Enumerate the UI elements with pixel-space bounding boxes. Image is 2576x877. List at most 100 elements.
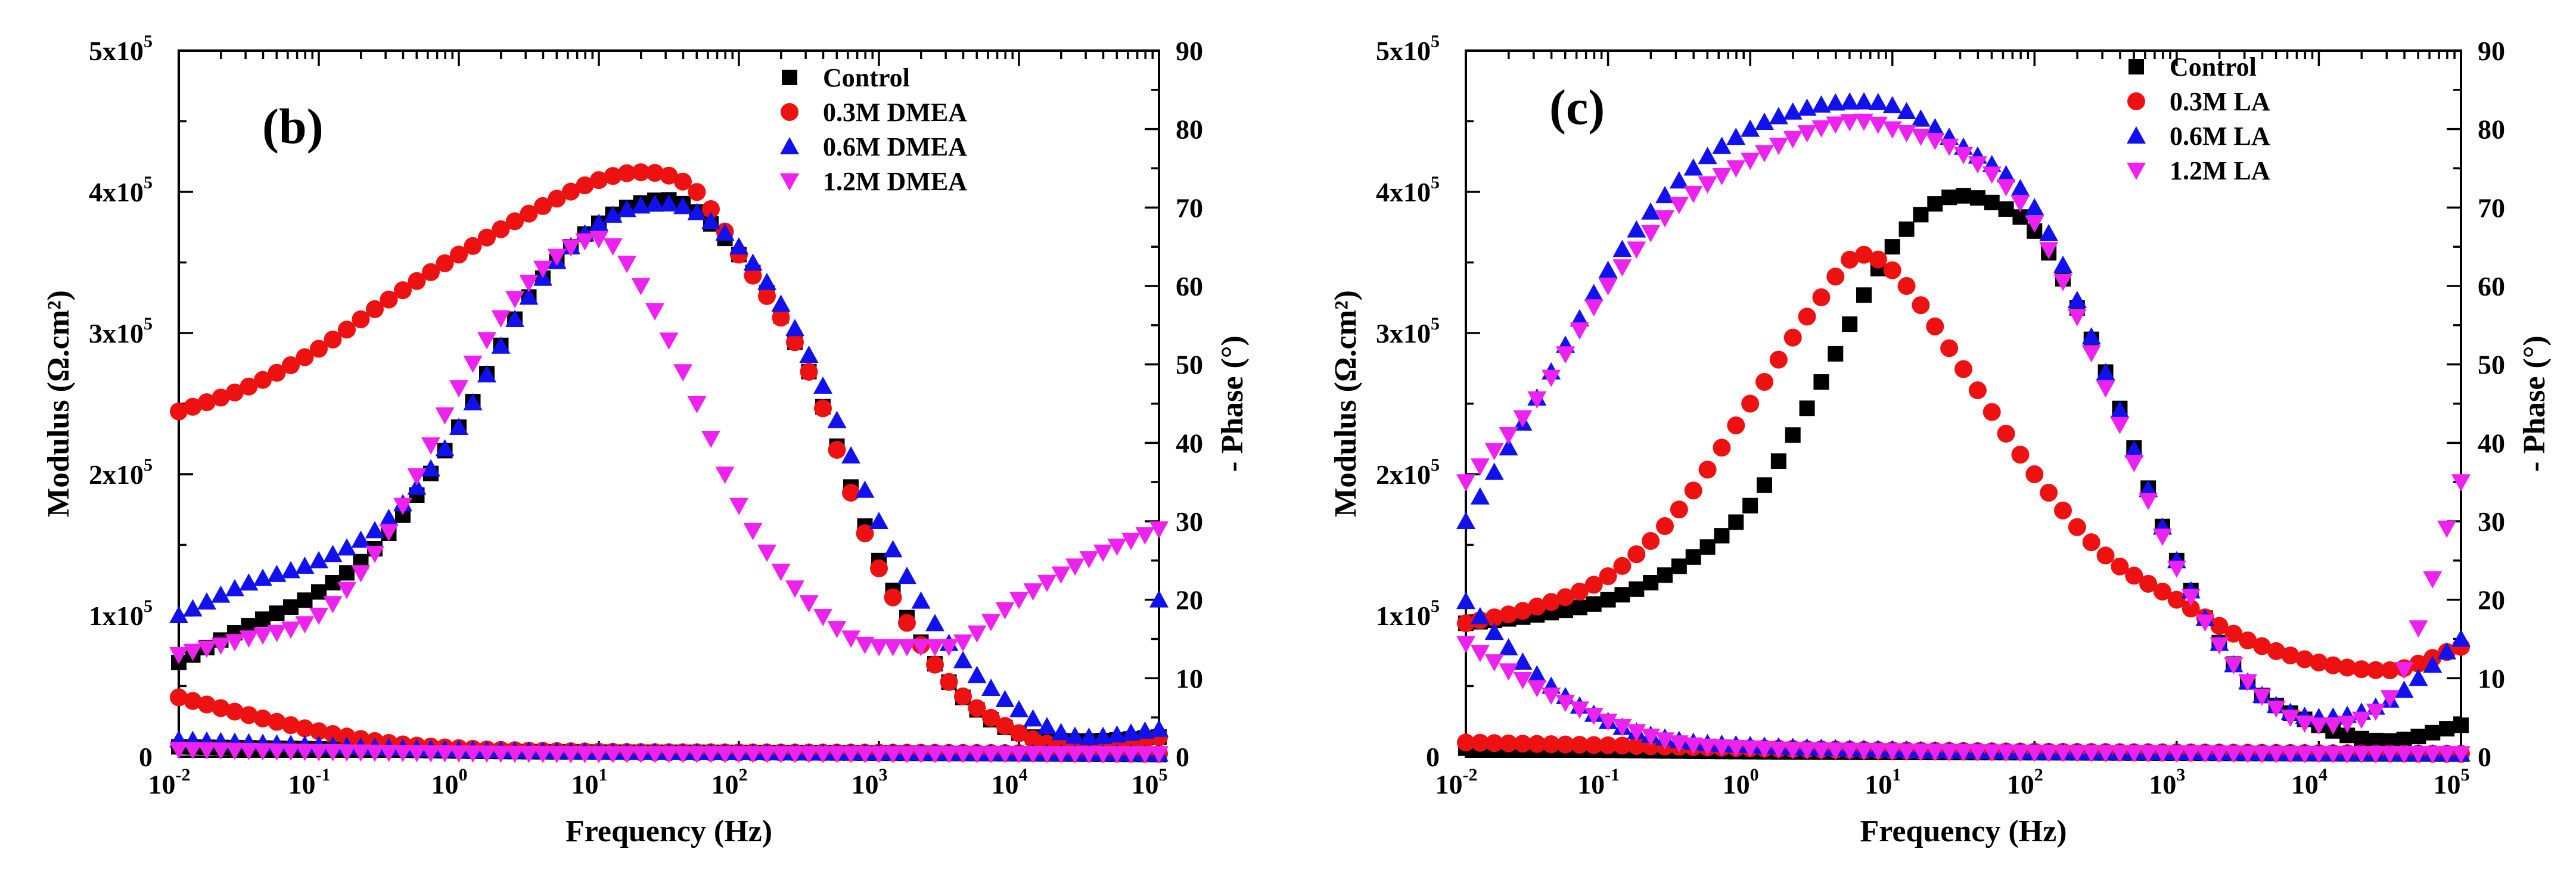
phase-point [646, 164, 664, 182]
phase-point [1556, 346, 1575, 364]
modulus-point [1755, 741, 1774, 758]
phase-point [1669, 197, 1689, 214]
phase-point [1969, 190, 1985, 206]
modulus-point [1584, 736, 1603, 754]
y-right-axis-title: - Phase (°) [2518, 335, 2552, 472]
phase-point [1954, 147, 1973, 164]
modulus-point [338, 727, 356, 746]
modulus-point [1584, 707, 1604, 725]
modulus-point [2025, 744, 2044, 762]
modulus-point [897, 746, 916, 764]
phase-point [1484, 462, 1504, 480]
legend-label: 0.3M DMEA [823, 98, 967, 127]
phase-point [520, 204, 538, 223]
modulus-point [282, 716, 300, 735]
phase-point [239, 573, 259, 591]
phase-point [1785, 427, 1801, 443]
phase-point [2111, 557, 2129, 576]
modulus-point [883, 746, 903, 764]
modulus-point [1741, 740, 1760, 758]
phase-point [380, 290, 398, 309]
modulus-point [267, 743, 287, 761]
phase-point [590, 171, 608, 189]
phase-point [267, 564, 287, 582]
phase-point [1713, 438, 1731, 457]
modulus-point [281, 744, 300, 761]
phase-point [1728, 514, 1744, 530]
phase-point [1712, 168, 1732, 186]
phase-point [785, 580, 804, 598]
phase-point [491, 336, 511, 354]
phase-point [870, 559, 888, 577]
y-right-tick-label: 30 [1176, 506, 1203, 537]
phase-point [366, 300, 384, 318]
phase-point [281, 621, 300, 639]
phase-point [1051, 723, 1071, 741]
phase-point [1149, 590, 1169, 608]
modulus-point [1484, 654, 1504, 672]
modulus-point [2053, 745, 2072, 763]
phase-point [2011, 195, 2030, 213]
modulus-point [1135, 746, 1155, 764]
phase-point [1614, 587, 1630, 603]
phase-point [1037, 574, 1056, 592]
phase-point [1797, 125, 1817, 143]
y-left-tick-label: 5x105 [1376, 32, 1440, 66]
modulus-point [1037, 746, 1056, 764]
x-tick-label: 10-2 [148, 765, 191, 800]
modulus-point [295, 744, 315, 761]
phase-point [2053, 273, 2072, 291]
modulus-point [1023, 746, 1043, 764]
modulus-point [911, 746, 931, 764]
phase-point [869, 512, 888, 529]
x-tick-label: 102 [711, 765, 748, 800]
phase-point [925, 639, 944, 657]
modulus-point [589, 746, 608, 764]
phase-point [855, 636, 875, 654]
modulus-point [519, 745, 539, 763]
phase-point [1598, 278, 1618, 296]
modulus-point [1854, 742, 1873, 760]
phase-point [1627, 220, 1646, 238]
phase-point [1023, 583, 1043, 601]
modulus-point [254, 709, 272, 727]
legend-marker [2127, 92, 2145, 110]
phase-point [295, 556, 315, 574]
panel-label-b: (b) [262, 99, 324, 154]
phase-point [169, 646, 188, 664]
modulus-point [673, 746, 692, 764]
modulus-point [645, 746, 664, 764]
phase-point [1913, 207, 1929, 223]
phase-point [603, 205, 623, 223]
phase-point [869, 639, 888, 657]
modulus-point [225, 742, 244, 760]
phase-point [1741, 394, 1760, 413]
phase-point [1755, 112, 1774, 130]
phase-point [1882, 121, 1902, 139]
x-tick-label: 104 [2291, 765, 2328, 800]
legend: Control 0.3M LA 0.6M LA 1.2M LA [2127, 52, 2270, 185]
phase-point [240, 377, 258, 396]
modulus-point [310, 722, 328, 741]
modulus-point [351, 744, 371, 762]
phase-point [799, 595, 819, 613]
phase-point [659, 332, 679, 350]
phase-point [618, 164, 636, 182]
modulus-point [324, 724, 342, 743]
phase-point [632, 163, 650, 182]
modulus-point [1655, 732, 1674, 750]
phase-point [1612, 240, 1632, 257]
phase-point [926, 655, 944, 674]
phase-point [1883, 261, 1901, 279]
modulus-point [184, 692, 202, 710]
phase-point [981, 614, 1000, 632]
modulus-point [1613, 736, 1632, 755]
phase-point [2353, 660, 2370, 679]
y-left-tick-label: 3x105 [1376, 314, 1440, 349]
phase-point [841, 630, 860, 648]
modulus-point [869, 746, 888, 764]
x-tick-label: 105 [1132, 765, 1168, 800]
modulus-point [1840, 742, 1860, 760]
phase-point [2380, 690, 2400, 708]
phase-point [1840, 92, 1860, 110]
